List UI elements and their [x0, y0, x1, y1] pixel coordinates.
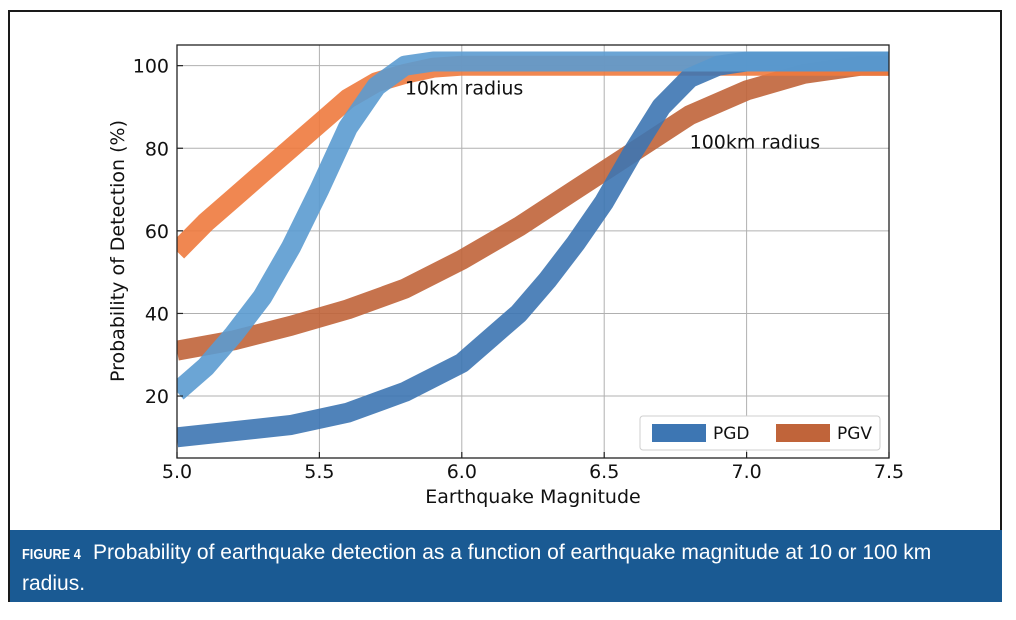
x-tick-label: 6.0: [447, 461, 477, 483]
x-tick-label: 6.5: [589, 461, 619, 483]
y-tick-label: 100: [133, 56, 169, 78]
figure-label: FIGURE 4: [22, 546, 81, 563]
x-tick-label: 7.5: [874, 461, 904, 483]
x-tick-label: 5.5: [304, 461, 334, 483]
ticks: 5.0 5.5 6.0 6.5 7.0 7.5 20 40 60 80 100: [133, 56, 904, 483]
y-tick-label: 60: [145, 221, 169, 243]
y-tick-label: 20: [145, 386, 169, 408]
x-axis-label: Earthquake Magnitude: [425, 486, 640, 508]
annotation-100km: 100km radius: [690, 131, 821, 153]
series-line-pgv-100km: [177, 55, 889, 361]
plot-frame: [176, 44, 890, 459]
y-axis-label: Probability of Detection (%): [107, 120, 129, 382]
y-tick-label: 40: [145, 303, 169, 325]
legend-label-pgv: PGV: [837, 424, 872, 444]
x-tick-label: 5.0: [162, 461, 192, 483]
x-tick-label: 7.0: [731, 461, 761, 483]
y-tick-label: 80: [145, 138, 169, 160]
legend-label-pgd: PGD: [713, 424, 750, 444]
legend: PGD PGV: [639, 415, 881, 451]
caption-text: Probability of earthquake detection as a…: [22, 541, 932, 595]
figure-frame: [8, 10, 1002, 602]
figure-caption: FIGURE 4 Probability of earthquake detec…: [10, 530, 1002, 602]
annotation-10km: 10km radius: [405, 78, 523, 100]
series-layer: [177, 51, 889, 448]
series-line-pgd-10km: [177, 51, 889, 400]
